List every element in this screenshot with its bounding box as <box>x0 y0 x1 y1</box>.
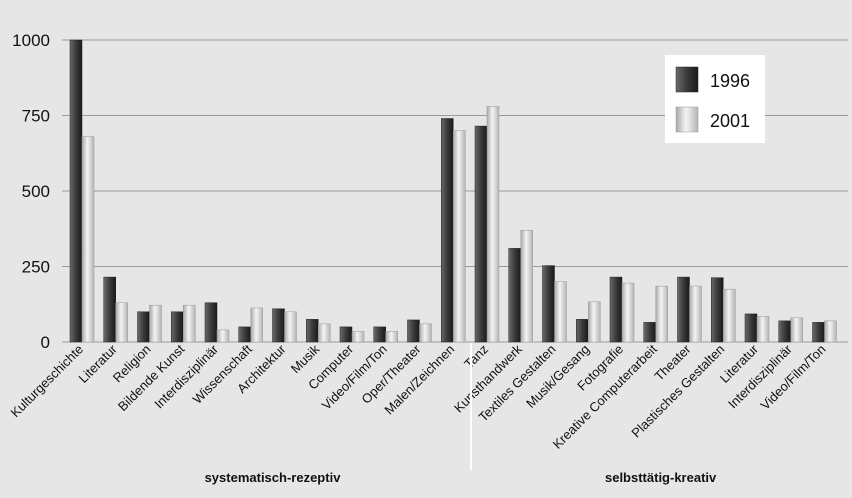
bar-2001-7 <box>284 311 297 343</box>
bar-2001-1 <box>81 136 95 343</box>
bar-2001-21 <box>756 316 770 343</box>
legend: 1996 2001 <box>665 55 765 143</box>
bar-2001-9 <box>351 331 365 343</box>
legend-label-2001: 2001 <box>710 111 750 131</box>
legend-swatch-2001 <box>675 106 699 133</box>
category-groups: systematisch-rezeptiv selbsttätig-kreativ <box>205 343 717 485</box>
group-label-1: systematisch-rezeptiv <box>205 470 342 485</box>
bar-1996-1 <box>69 39 83 343</box>
x-tick-label: Kulturgeschichte <box>8 342 87 421</box>
bar-1996-22 <box>778 320 791 343</box>
bar-1996-8 <box>306 319 319 343</box>
bar-1996-7 <box>272 308 285 343</box>
y-tick-label: 0 <box>41 333 50 352</box>
bar-2001-3 <box>149 304 162 343</box>
bar-2001-23 <box>824 320 837 343</box>
bar-2001-17 <box>621 282 635 343</box>
bar-1996-5 <box>204 302 218 343</box>
y-tick-label: 750 <box>22 107 50 126</box>
bar-1996-6 <box>238 326 251 343</box>
bar-2001-2 <box>115 302 128 343</box>
bar-2001-20 <box>723 288 736 343</box>
legend-swatch-1996 <box>675 66 699 93</box>
legend-label-1996: 1996 <box>710 71 750 91</box>
bar-1996-17 <box>609 276 623 343</box>
bar-1996-16 <box>576 319 589 343</box>
bar-2001-4 <box>183 304 196 343</box>
bar-2001-8 <box>318 323 331 343</box>
bar-1996-15 <box>542 265 555 343</box>
bar-2001-10 <box>385 331 398 343</box>
bar-1996-21 <box>744 313 758 343</box>
bar-1996-14 <box>508 248 521 343</box>
bar-2001-5 <box>216 329 230 343</box>
bar-2001-15 <box>554 281 567 343</box>
bar-1996-11 <box>407 319 420 343</box>
bar-2001-12 <box>453 130 466 343</box>
bar-2001-16 <box>588 301 601 343</box>
bar-1996-3 <box>137 311 150 343</box>
y-tick-label: 500 <box>22 182 50 201</box>
y-tick-label: 250 <box>22 258 50 277</box>
bar-2001-6 <box>250 307 263 343</box>
bar-2001-19 <box>689 285 702 343</box>
bars <box>69 39 837 343</box>
bar-2001-11 <box>419 323 432 343</box>
x-tick-label: Tanz <box>461 342 491 372</box>
bar-1996-9 <box>339 326 353 343</box>
bar-1996-13 <box>474 125 488 343</box>
bar-1996-2 <box>103 276 116 343</box>
bar-1996-23 <box>812 322 825 343</box>
bar-1996-4 <box>171 311 184 343</box>
bar-1996-19 <box>677 276 690 343</box>
bar-1996-10 <box>373 326 386 343</box>
bar-2001-18 <box>655 285 668 343</box>
bar-1996-12 <box>441 118 454 343</box>
bar-2001-22 <box>790 317 803 343</box>
group-label-2: selbsttätig-kreativ <box>605 470 717 485</box>
y-tick-label: 1000 <box>12 31 50 50</box>
x-axis-ticks: KulturgeschichteLiteraturReligionBildend… <box>8 341 829 452</box>
y-axis-ticks: 0 250 500 750 1000 <box>12 31 50 352</box>
bar-2001-13 <box>486 106 500 343</box>
bar-1996-18 <box>643 322 656 343</box>
bar-2001-14 <box>520 230 533 343</box>
bar-1996-20 <box>711 277 724 343</box>
